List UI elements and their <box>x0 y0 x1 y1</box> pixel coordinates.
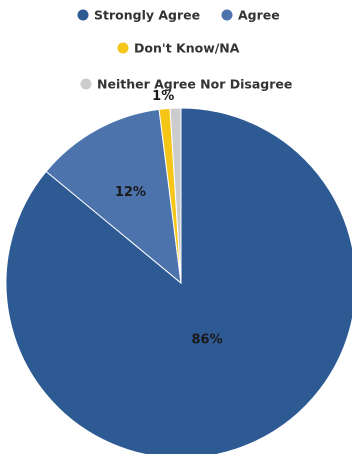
legend-item-neither-agree-nor-disagree: Neither Agree Nor Disagree <box>80 77 292 92</box>
legend-label-neither-agree-nor-disagree: Neither Agree Nor Disagree <box>97 77 292 92</box>
legend-label-don-t-know-na: Don't Know/NA <box>134 41 240 56</box>
legend-swatch-strongly-agree <box>77 9 89 21</box>
legend-item-don-t-know-na: Don't Know/NA <box>117 41 240 56</box>
legend-item-agree: Agree <box>221 8 280 23</box>
legend-swatch-don-t-know-na <box>117 42 129 54</box>
pie-slices <box>5 107 352 454</box>
legend-swatch-agree <box>221 9 233 21</box>
pie-slice-strongly-agree <box>5 107 352 454</box>
data-label-agree: 12% <box>115 185 146 200</box>
data-label-don-t-know-na: 1% <box>152 89 174 104</box>
legend-label-agree: Agree <box>238 8 280 23</box>
legend-label-strongly-agree: Strongly Agree <box>94 8 200 23</box>
legend-swatch-neither-agree-nor-disagree <box>80 78 92 90</box>
data-label-strongly-agree: 86% <box>192 332 223 347</box>
pie-data-labels: 86% 12% 1% <box>115 89 223 348</box>
legend-item-strongly-agree: Strongly Agree <box>77 8 200 23</box>
pie-slice-agree <box>45 108 182 285</box>
chart-legend: Strongly Agree Agree Don't Know/NA Neither … <box>77 8 292 92</box>
pie-slice-neither-agree-nor-disagree <box>169 107 182 284</box>
